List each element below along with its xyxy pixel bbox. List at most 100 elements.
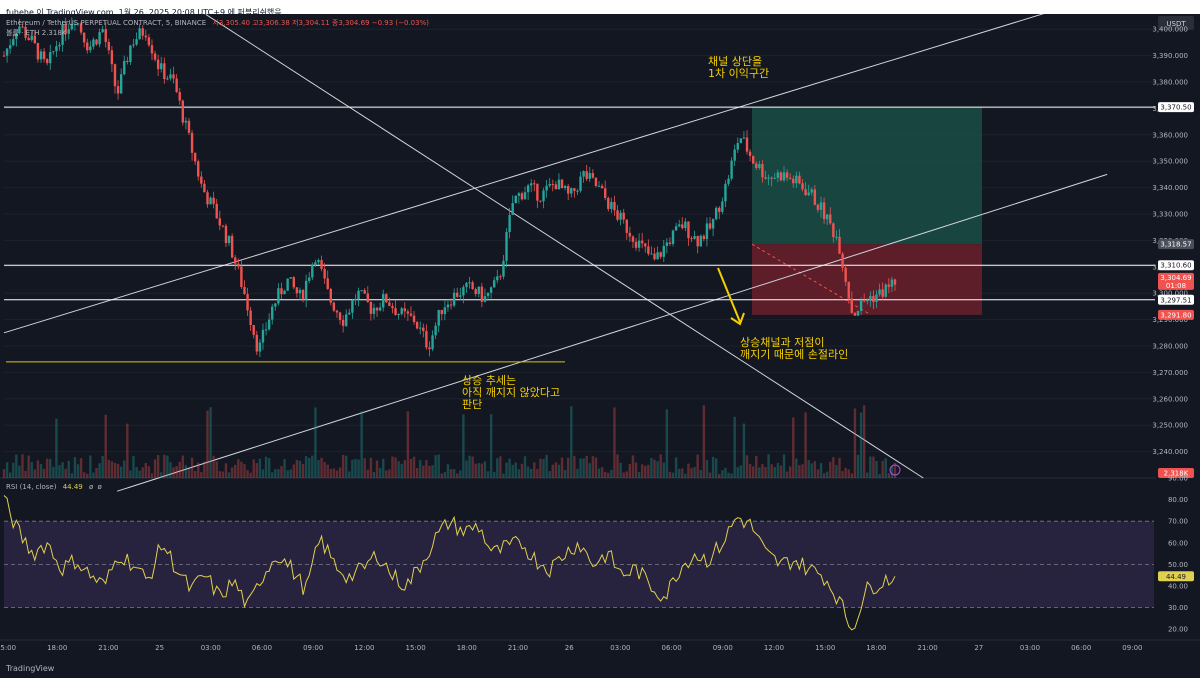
- volume-bar: [600, 467, 604, 478]
- symbol-legend[interactable]: Ethereum / TetherUS PERPETUAL CONTRACT, …: [6, 18, 429, 28]
- candle-body: [508, 214, 511, 233]
- candle-body: [271, 306, 274, 320]
- candle-body: [530, 183, 533, 186]
- candle-body: [323, 268, 326, 279]
- settings-icon[interactable]: ø: [97, 483, 102, 491]
- volume-bar: [693, 467, 696, 478]
- volume-legend[interactable]: 볼륨 · ETH 2.318K: [6, 28, 66, 38]
- price-tick: 3,360.000: [1152, 131, 1188, 139]
- volume-bar: [79, 458, 83, 478]
- volume-bar: [409, 458, 413, 478]
- candle-body: [819, 202, 823, 210]
- volume-bar: [570, 406, 573, 478]
- time-tick: 21:00: [98, 644, 118, 652]
- volume-bar: [724, 467, 727, 478]
- volume-tag-label: 2.318K: [1164, 470, 1189, 478]
- candle-body: [79, 23, 83, 33]
- volume-bar: [628, 464, 632, 478]
- annotation-line: 아직 깨지지 않았다고: [462, 386, 561, 399]
- volume-bar: [271, 472, 274, 478]
- volume-bar: [209, 407, 212, 478]
- volume-bar: [533, 462, 536, 478]
- volume-bar: [613, 407, 616, 478]
- volume-bar: [878, 473, 881, 478]
- level-tag-label: 3,310.60: [1160, 262, 1191, 270]
- volume-bar: [375, 460, 379, 478]
- volume-bar: [76, 464, 80, 478]
- candle-body: [163, 63, 166, 80]
- volume-bar: [166, 455, 169, 478]
- candle-body: [822, 202, 826, 220]
- volume-bar: [829, 461, 832, 478]
- candle-body: [859, 300, 863, 311]
- candle-body: [181, 100, 185, 123]
- volume-bar: [456, 473, 459, 478]
- volume-bar: [230, 467, 234, 478]
- time-tick: 15:00: [0, 644, 16, 652]
- candle-body: [514, 195, 517, 204]
- level-tag-label: 3,291.80: [1160, 311, 1191, 319]
- candle-body: [798, 175, 801, 184]
- volume-bar: [132, 455, 135, 478]
- volume-bar: [200, 472, 203, 478]
- symbol-name[interactable]: Ethereum / TetherUS PERPETUAL CONTRACT, …: [6, 19, 207, 27]
- time-axis: 15:00 18:00 21:00 25 03:00 06:00 09:00 12:00 15:…: [0, 639, 1200, 652]
- volume-bar: [844, 467, 847, 478]
- candle-body: [354, 299, 357, 301]
- time-tick: 03:00: [201, 644, 221, 652]
- volume-bar: [394, 457, 397, 478]
- candle-body: [767, 177, 770, 179]
- volume-bar: [745, 455, 749, 478]
- candle-body: [150, 45, 154, 54]
- candle-body: [640, 240, 644, 244]
- volume-bar: [86, 473, 89, 478]
- candle-body: [107, 42, 111, 51]
- candle-body: [483, 296, 487, 302]
- volume-bar: [437, 454, 440, 478]
- level-tag-label: 3,318.57: [1160, 241, 1191, 249]
- volume-bar: [175, 466, 178, 478]
- candle-body: [2, 55, 6, 57]
- volume-bar: [12, 462, 15, 478]
- candle-body: [295, 287, 299, 294]
- candle-body: [67, 29, 70, 34]
- rsi-tick: 20.00: [1168, 626, 1188, 634]
- volume-bar: [560, 457, 564, 478]
- volume-bar: [591, 456, 595, 478]
- volume-bar: [400, 463, 403, 478]
- candle-body: [779, 172, 783, 181]
- rsi-tick: 60.00: [1168, 539, 1188, 547]
- volume-bar: [431, 465, 434, 478]
- volume-bar: [30, 461, 33, 478]
- candle-body: [382, 294, 385, 308]
- candle-body: [748, 151, 752, 156]
- candle-body: [141, 28, 144, 36]
- candle-body: [841, 253, 844, 268]
- visibility-icon[interactable]: ø: [88, 483, 94, 491]
- candle-body: [853, 312, 857, 316]
- volume-bar: [576, 468, 579, 478]
- candle-body: [252, 325, 255, 335]
- candle-body: [320, 260, 323, 269]
- candle-body: [714, 207, 718, 220]
- candle-body: [92, 39, 95, 47]
- volume-bar: [301, 463, 305, 478]
- rsi-legend[interactable]: RSI (14, close) 44.49 ø ø: [6, 483, 102, 491]
- candle-body: [628, 232, 632, 237]
- time-tick: 03:00: [610, 644, 630, 652]
- candle-body: [493, 280, 496, 288]
- candle-body: [832, 223, 835, 238]
- candle-body: [240, 266, 243, 287]
- volume-bar: [872, 456, 875, 478]
- rsi-line: [3, 495, 896, 631]
- candle-body: [304, 280, 308, 300]
- volume-bar: [280, 466, 283, 478]
- volume-bar: [677, 468, 681, 478]
- volume-bar: [650, 457, 653, 478]
- annotation-line: 상승채널과 저점이: [740, 336, 825, 349]
- candle-body: [625, 219, 628, 233]
- candle-body: [869, 295, 872, 300]
- candle-body: [249, 310, 252, 326]
- volume-bar: [788, 466, 792, 478]
